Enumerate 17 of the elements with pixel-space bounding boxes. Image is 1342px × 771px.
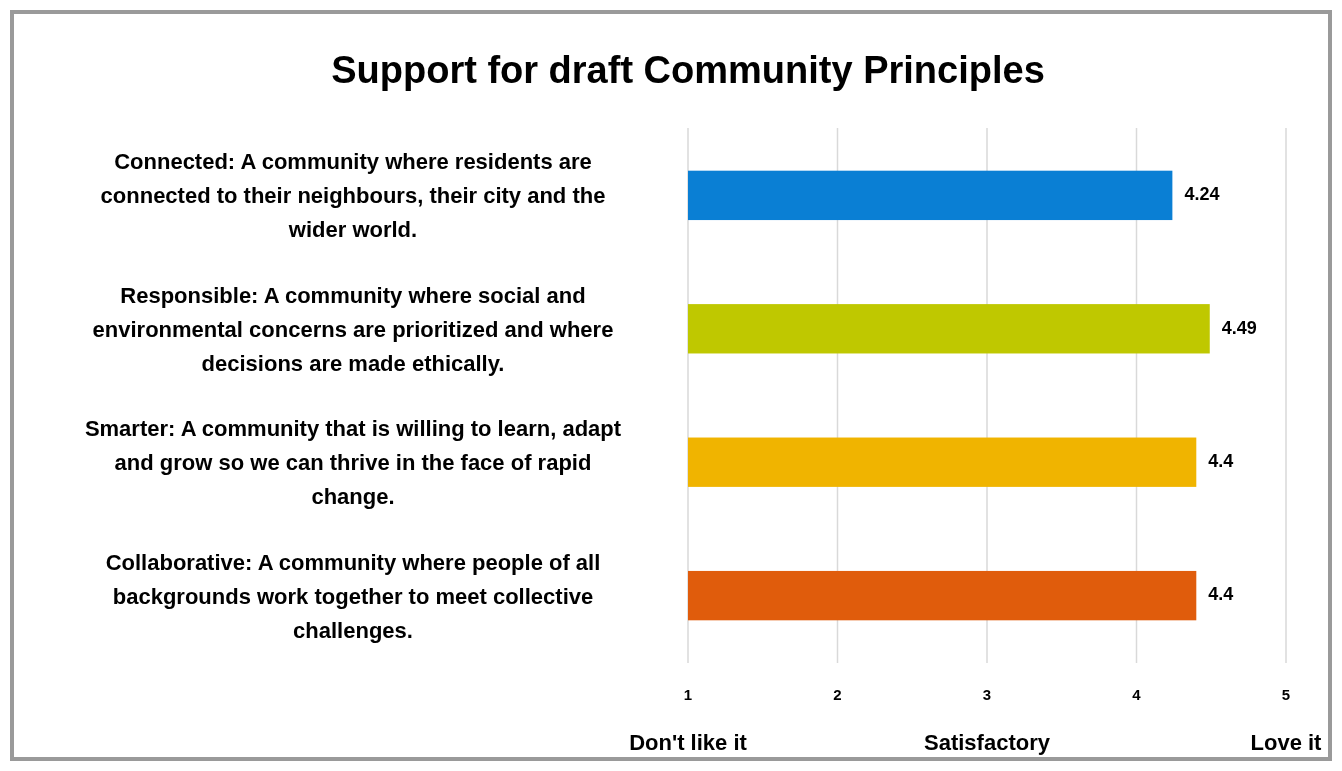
- y-tick-label: Responsible: A community where social and environmental concerns are prioritized and where decisions are made ethically.: [92, 282, 614, 376]
- data-label: 4.24: [1184, 184, 1220, 205]
- text: Don't like it: [629, 730, 748, 755]
- text: Love it: [1250, 730, 1323, 755]
- data-label: 4.4: [1208, 450, 1234, 471]
- x-tick-label: 3: [982, 686, 992, 703]
- data-label: 4.4: [1208, 584, 1234, 605]
- data-label: 4.49: [1221, 317, 1257, 338]
- y-tick-label: Collaborative: A community where people of all backgrounds work together to meet collective challenges.: [105, 549, 601, 643]
- x-tick-label: 4: [1132, 686, 1142, 703]
- y-tick-label: Smarter: A community that is willing to learn, adapt and grow so we can thrive in the face of rapid change.: [84, 416, 622, 510]
- chart-title: Support for draft Community Principles: [331, 49, 1045, 91]
- x-tick-label: 2: [833, 686, 842, 703]
- y-tick-label: Connected: A community where residents are connected to their neighbours, their city and the wider world.: [100, 149, 606, 243]
- x-tick-label: 5: [1281, 686, 1291, 703]
- text: Satisfactory: [924, 730, 1051, 755]
- x-tick-label: 1: [683, 686, 693, 703]
